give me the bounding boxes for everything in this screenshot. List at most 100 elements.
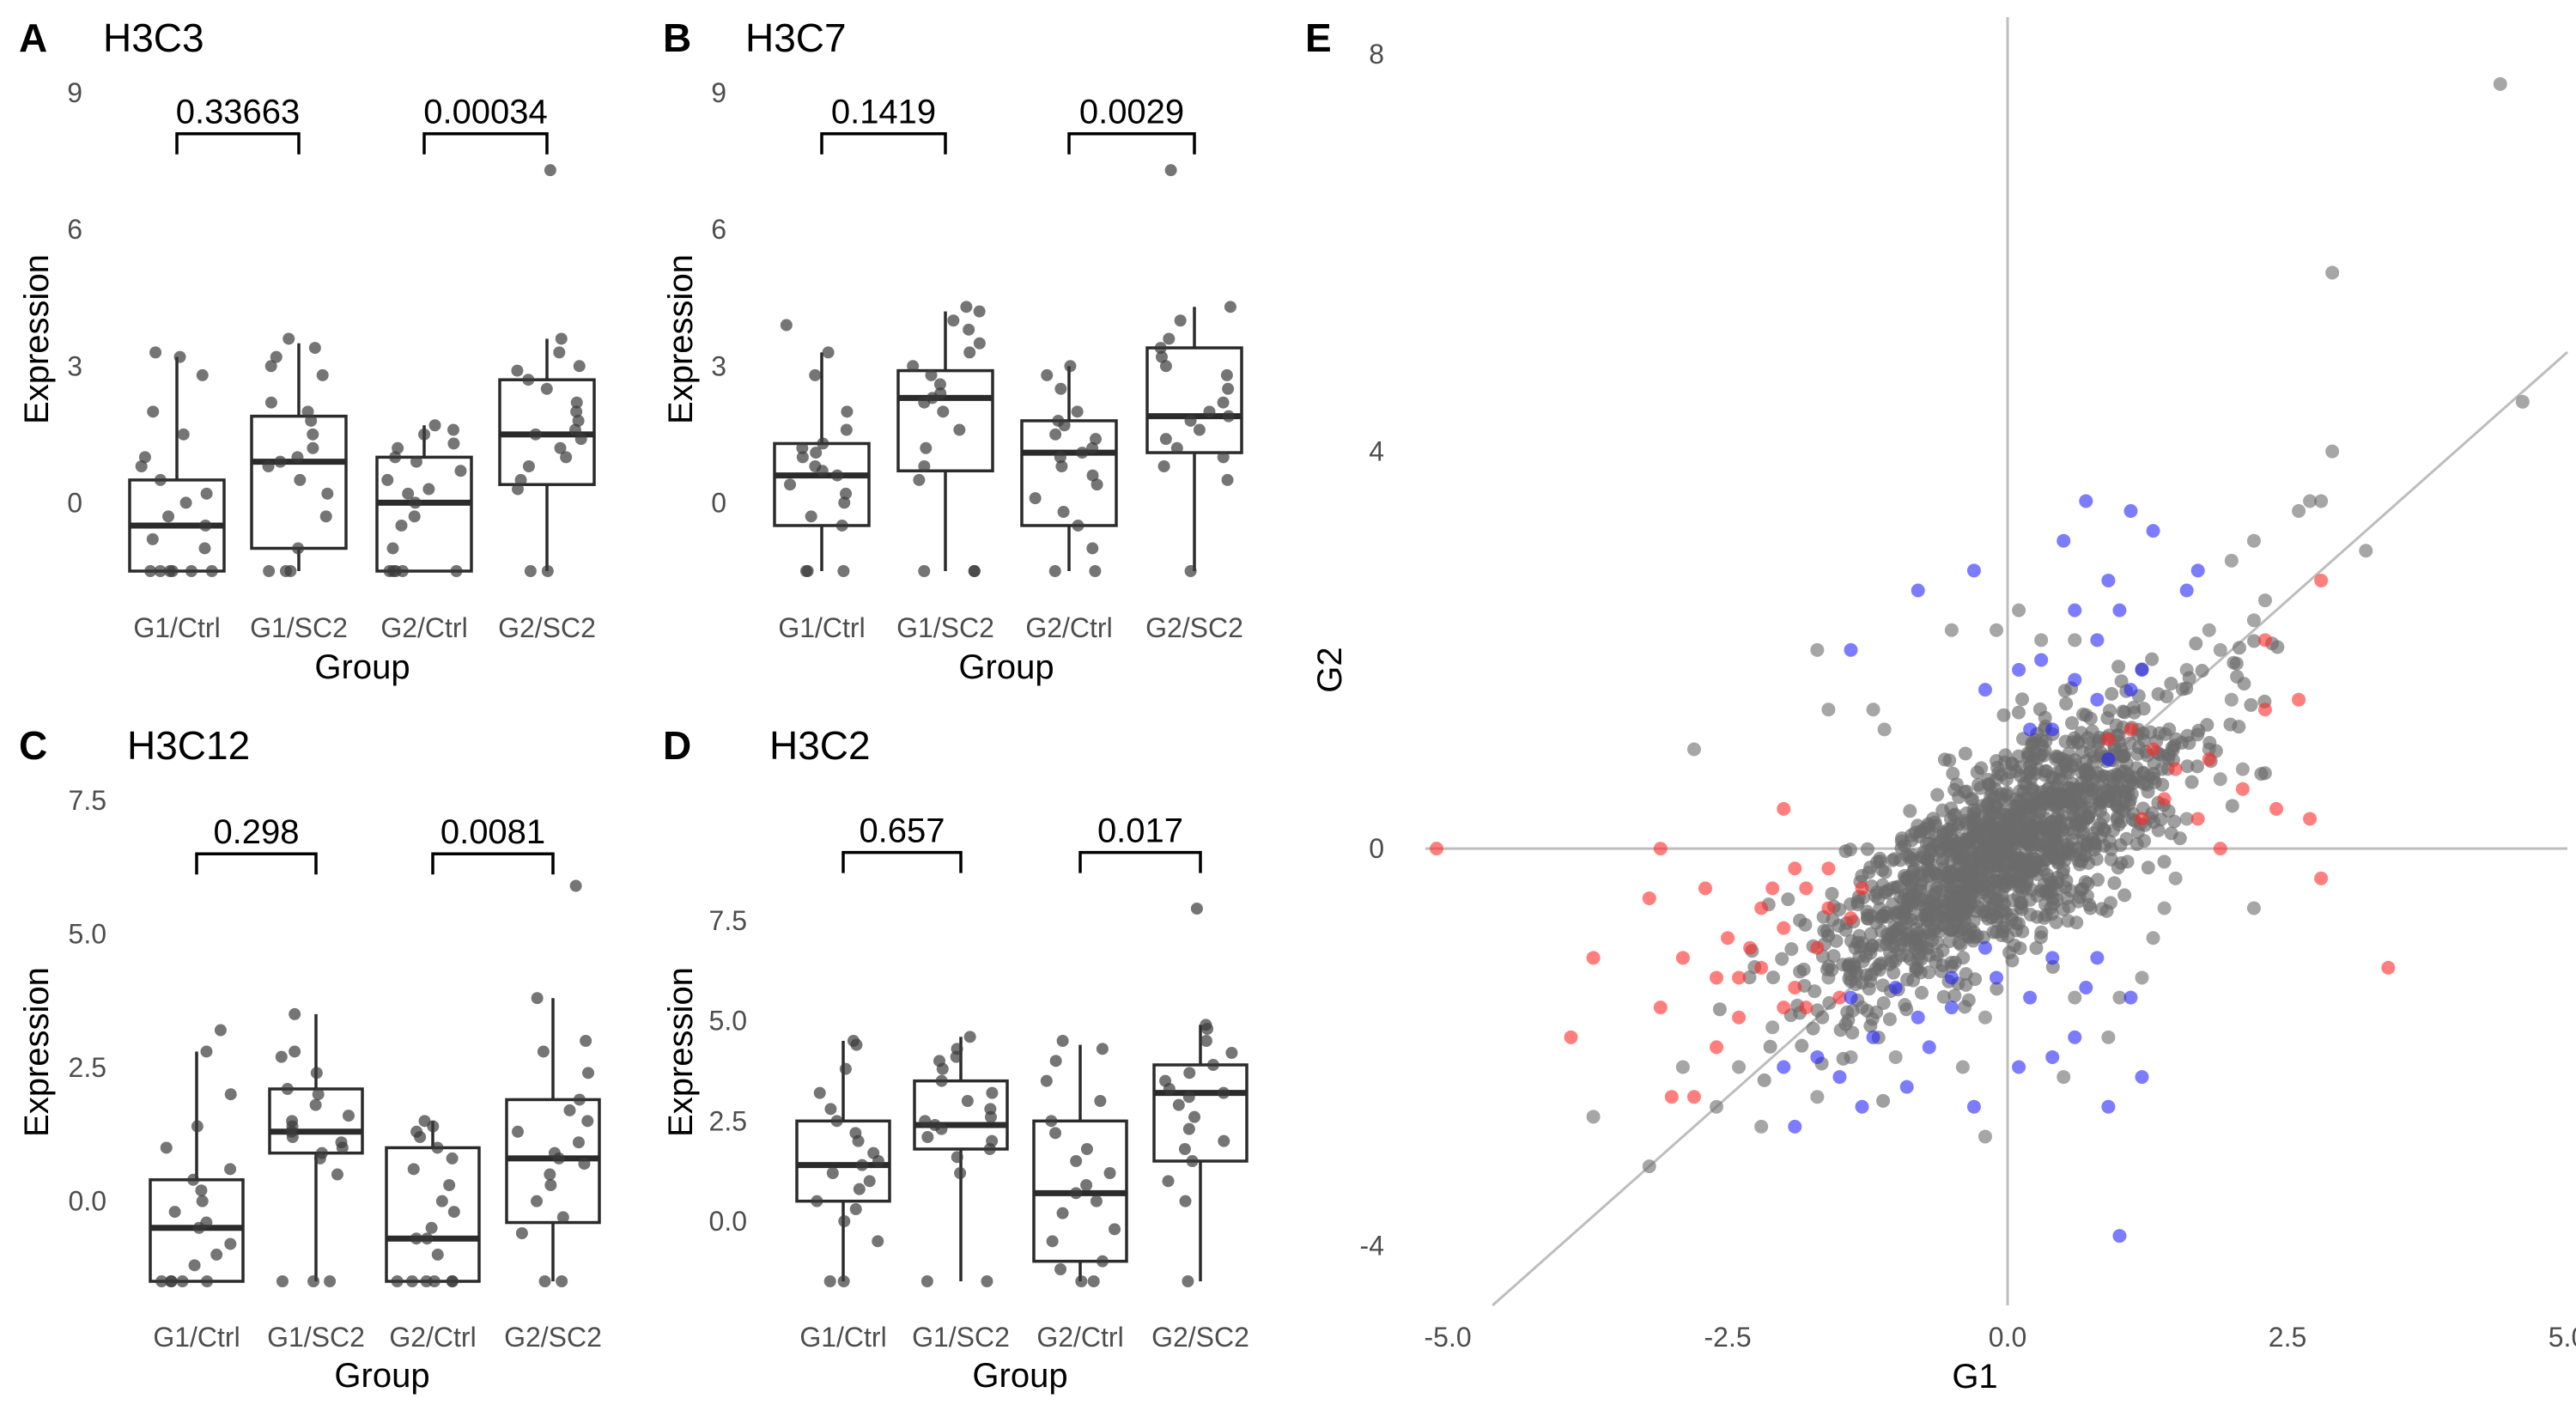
scatter-point-gray <box>1911 952 1925 967</box>
data-point <box>319 510 332 523</box>
data-point <box>301 405 314 418</box>
scatter-point-gray <box>2117 888 2132 903</box>
scatter-point-gray <box>2119 831 2134 846</box>
data-point <box>515 1227 528 1239</box>
scatter-point-gray <box>1930 788 1945 802</box>
p-value-label: 0.1419 <box>831 94 936 131</box>
data-point <box>1221 473 1234 486</box>
panel-e: E G1 G2 -5.0 -2.5 0.0 2.5 5.0 -4 0 4 8 <box>1305 15 2576 1396</box>
data-point <box>447 423 459 436</box>
data-point <box>154 473 167 486</box>
scatter-point-gray <box>2189 636 2203 651</box>
data-point <box>1162 1175 1175 1188</box>
data-point <box>1086 542 1099 555</box>
comparison-bracket <box>841 850 963 873</box>
x-tick-label: G1/Ctrl <box>153 1322 240 1353</box>
scatter-point-gray <box>1947 988 1962 1003</box>
data-point <box>933 1055 946 1067</box>
data-point <box>1159 360 1172 373</box>
scatter-point-gray <box>1890 942 1905 957</box>
data-point <box>176 1275 189 1287</box>
scatter-point-gray <box>1853 940 1868 954</box>
scatter-point-blue <box>1844 642 1858 657</box>
panel-a: A H3C3 Group Expression 0 3 6 9 G1/Ctrl G1/SC… <box>18 15 596 686</box>
data-point <box>1049 1127 1062 1140</box>
scatter-point-red <box>2123 722 2138 737</box>
scatter-point-red <box>1754 901 1769 915</box>
data-point <box>935 1074 948 1087</box>
scatter-point-blue <box>1922 1040 1936 1055</box>
scatter-point-gray <box>1826 913 1840 927</box>
scatter-point-gray <box>2058 880 2073 895</box>
data-point <box>422 483 435 496</box>
data-point <box>1089 565 1102 577</box>
scatter-point-gray <box>2057 1070 2071 1085</box>
scatter-point-gray <box>2082 767 2097 781</box>
panel-e-y-label: G2 <box>1311 647 1349 692</box>
data-point <box>1070 1155 1083 1167</box>
data-point <box>1170 441 1183 454</box>
data-point <box>568 423 581 436</box>
scatter-point-red <box>1675 951 1690 965</box>
data-point <box>822 346 835 359</box>
scatter-point-blue <box>2179 583 2194 598</box>
x-tick-label: -5.0 <box>1425 1322 1472 1353</box>
scatter-point-gray <box>1944 898 1959 913</box>
data-point <box>342 1110 355 1122</box>
data-point <box>1076 447 1089 459</box>
scatter-point-gray <box>2065 735 2080 750</box>
scatter-point-gray <box>2175 682 2190 696</box>
data-point <box>1075 1275 1088 1287</box>
panel-d-x-label: Group <box>972 1357 1067 1395</box>
data-point <box>867 1146 880 1159</box>
data-point <box>809 368 822 381</box>
scatter-point-blue <box>2068 672 2082 687</box>
data-point <box>1174 314 1187 327</box>
panel-c-y-label: Expression <box>18 967 56 1137</box>
data-point <box>569 879 582 892</box>
scatter-point-gray <box>1934 964 1948 978</box>
scatter-point-gray <box>1877 909 1892 923</box>
data-point <box>1217 451 1230 464</box>
data-point <box>928 1119 941 1131</box>
scatter-point-blue <box>2146 524 2160 538</box>
data-point <box>581 1115 594 1128</box>
scatter-point-gray <box>2257 766 2272 781</box>
scatter-point-gray <box>2114 674 2129 689</box>
data-point <box>810 447 823 459</box>
data-point <box>276 1275 289 1287</box>
scatter-point-red <box>1855 881 1869 896</box>
scatter-point-red <box>1743 940 1758 955</box>
data-point <box>511 364 524 377</box>
data-point <box>224 1163 237 1176</box>
data-point <box>1040 1074 1053 1087</box>
data-point <box>951 1151 963 1164</box>
scatter-point-gray <box>2057 853 2072 867</box>
scatter-point-gray <box>1912 830 1927 844</box>
y-tick-label: 0.0 <box>69 1186 106 1217</box>
data-point <box>1224 301 1236 313</box>
scatter-point-red <box>1777 801 1791 816</box>
scatter-point-gray <box>2117 747 2132 762</box>
scatter-point-gray <box>2160 689 2174 703</box>
scatter-point-blue <box>1978 940 1992 955</box>
scatter-point-gray <box>1821 959 1836 974</box>
data-point <box>1203 405 1216 418</box>
scatter-point-gray <box>2161 804 2176 818</box>
scatter-point-gray <box>1970 803 1984 818</box>
data-point <box>1046 1235 1059 1248</box>
scatter-point-gray <box>1793 913 1807 927</box>
scatter-point-gray <box>2225 799 2239 813</box>
data-point <box>147 405 160 418</box>
data-point <box>840 423 853 436</box>
data-point <box>1056 1035 1069 1047</box>
scatter-point-gray <box>1863 860 1878 874</box>
data-point <box>1049 428 1062 441</box>
scatter-point-gray <box>2013 941 2027 956</box>
scatter-point-blue <box>2101 573 2116 587</box>
scatter-point-blue <box>1777 1060 1791 1074</box>
data-point <box>154 565 167 577</box>
scatter-point-red <box>1777 921 1791 935</box>
scatter-point-gray <box>1994 893 2008 908</box>
data-point <box>1182 1275 1194 1287</box>
